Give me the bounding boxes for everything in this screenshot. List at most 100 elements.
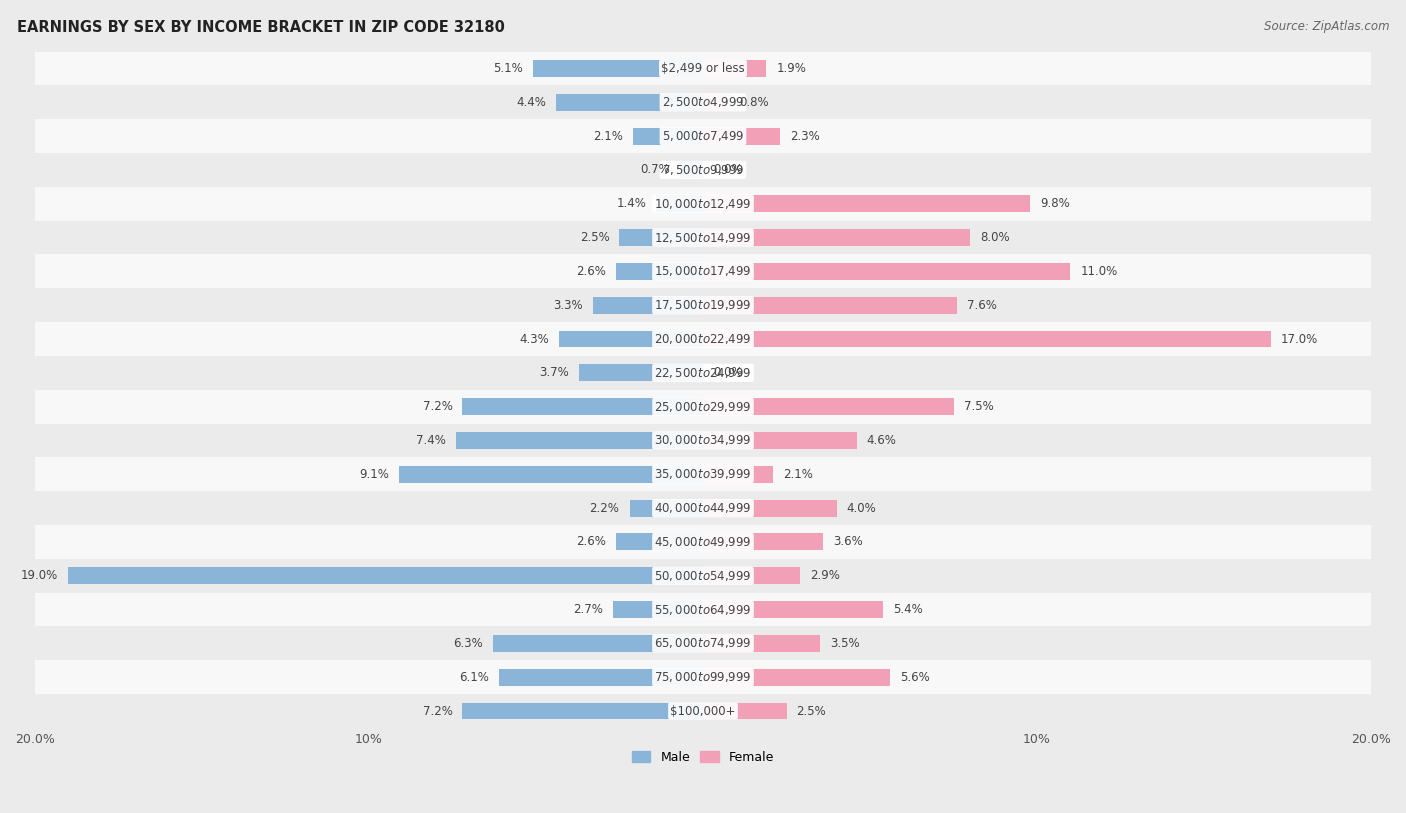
Text: 1.4%: 1.4% [616,198,647,211]
Bar [463,398,703,415]
Text: 2.7%: 2.7% [572,603,603,616]
Bar [35,322,1371,356]
Bar [703,432,856,449]
Bar [703,229,970,246]
Text: EARNINGS BY SEX BY INCOME BRACKET IN ZIP CODE 32180: EARNINGS BY SEX BY INCOME BRACKET IN ZIP… [17,20,505,35]
Bar [35,559,1371,593]
Bar [630,500,703,516]
Bar [703,195,1031,212]
Text: $100,000+: $100,000+ [671,705,735,718]
Bar [579,364,703,381]
Text: 11.0%: 11.0% [1080,265,1118,278]
Text: $5,000 to $7,499: $5,000 to $7,499 [662,129,744,143]
Text: 7.5%: 7.5% [963,400,993,413]
Text: $50,000 to $54,999: $50,000 to $54,999 [654,569,752,583]
Bar [35,51,1371,85]
Text: $45,000 to $49,999: $45,000 to $49,999 [654,535,752,549]
Text: 5.4%: 5.4% [893,603,924,616]
Bar [35,660,1371,694]
Text: 0.0%: 0.0% [713,163,742,176]
Bar [463,702,703,720]
Text: 1.9%: 1.9% [776,62,807,75]
Text: $30,000 to $34,999: $30,000 to $34,999 [654,433,752,447]
Text: 0.0%: 0.0% [713,367,742,380]
Bar [35,627,1371,660]
Text: 6.1%: 6.1% [460,671,489,684]
Bar [35,389,1371,424]
Bar [703,466,773,483]
Bar [35,85,1371,120]
Bar [703,533,824,550]
Text: 5.1%: 5.1% [494,62,523,75]
Text: $65,000 to $74,999: $65,000 to $74,999 [654,637,752,650]
Bar [35,220,1371,254]
Bar [35,254,1371,289]
Bar [613,601,703,618]
Text: 2.5%: 2.5% [797,705,827,718]
Bar [35,120,1371,153]
Bar [703,601,883,618]
Bar [616,533,703,550]
Bar [703,500,837,516]
Text: 2.6%: 2.6% [576,265,606,278]
Text: 3.3%: 3.3% [553,298,582,311]
Text: 9.8%: 9.8% [1040,198,1070,211]
Text: $15,000 to $17,499: $15,000 to $17,499 [654,264,752,278]
Text: 3.7%: 3.7% [540,367,569,380]
Text: $55,000 to $64,999: $55,000 to $64,999 [654,602,752,616]
Bar [703,93,730,111]
Text: 4.4%: 4.4% [516,96,546,109]
Text: 2.6%: 2.6% [576,536,606,549]
Bar [35,525,1371,559]
Text: $75,000 to $99,999: $75,000 to $99,999 [654,670,752,685]
Text: $2,499 or less: $2,499 or less [661,62,745,75]
Bar [560,331,703,347]
Text: $22,500 to $24,999: $22,500 to $24,999 [654,366,752,380]
Text: $12,500 to $14,999: $12,500 to $14,999 [654,231,752,245]
Bar [35,356,1371,389]
Text: 2.1%: 2.1% [593,129,623,142]
Legend: Male, Female: Male, Female [627,746,779,769]
Text: 7.4%: 7.4% [416,434,446,447]
Bar [499,669,703,685]
Bar [593,297,703,314]
Text: 2.2%: 2.2% [589,502,620,515]
Text: $7,500 to $9,999: $7,500 to $9,999 [662,163,744,177]
Bar [533,60,703,77]
Text: 2.9%: 2.9% [810,569,839,582]
Bar [703,128,780,145]
Text: $10,000 to $12,499: $10,000 to $12,499 [654,197,752,211]
Text: $40,000 to $44,999: $40,000 to $44,999 [654,501,752,515]
Bar [69,567,703,585]
Bar [555,93,703,111]
Text: 2.3%: 2.3% [790,129,820,142]
Bar [35,458,1371,491]
Bar [399,466,703,483]
Text: $20,000 to $22,499: $20,000 to $22,499 [654,332,752,346]
Bar [633,128,703,145]
Bar [35,153,1371,187]
Text: 6.3%: 6.3% [453,637,482,650]
Text: $25,000 to $29,999: $25,000 to $29,999 [654,400,752,414]
Bar [703,398,953,415]
Text: 17.0%: 17.0% [1281,333,1317,346]
Text: 19.0%: 19.0% [21,569,58,582]
Text: $2,500 to $4,999: $2,500 to $4,999 [662,95,744,109]
Bar [703,331,1271,347]
Bar [703,635,820,652]
Bar [703,702,786,720]
Text: 0.8%: 0.8% [740,96,769,109]
Bar [35,491,1371,525]
Text: 2.5%: 2.5% [579,231,609,244]
Text: 4.3%: 4.3% [520,333,550,346]
Text: 7.2%: 7.2% [423,400,453,413]
Bar [703,669,890,685]
Text: 0.7%: 0.7% [640,163,669,176]
Text: $17,500 to $19,999: $17,500 to $19,999 [654,298,752,312]
Text: 5.6%: 5.6% [900,671,929,684]
Bar [35,424,1371,458]
Text: $35,000 to $39,999: $35,000 to $39,999 [654,467,752,481]
Bar [703,60,766,77]
Bar [35,187,1371,220]
Bar [35,289,1371,322]
